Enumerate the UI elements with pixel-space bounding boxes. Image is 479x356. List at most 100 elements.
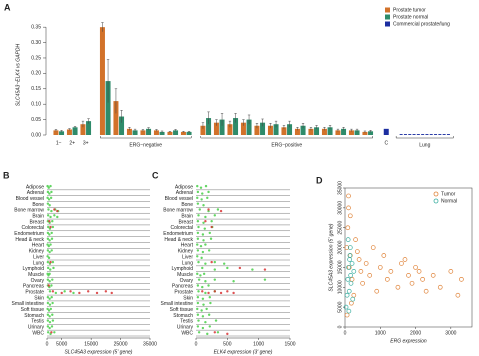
strip-point [50,190,53,194]
row-label: Colorectal [170,225,193,231]
row-label: Soft tissue [21,307,45,313]
row-label: Blood vessel [16,196,44,202]
strip-point [196,325,200,328]
strip-point [48,280,51,283]
row-label: Bone marrow [163,208,193,214]
strip-point [46,202,50,205]
strip-point [54,291,58,295]
strip-point [56,209,59,213]
strip-point [197,331,201,334]
strip-point [48,250,51,254]
scatter-point [348,273,353,278]
row-label: Breast [179,219,194,225]
scatter-point [345,225,351,231]
strip-point [204,291,207,295]
strip-point [201,233,205,236]
x-tick-label: 0 [46,341,49,347]
strip-point [49,196,53,200]
strip-point [226,332,229,336]
y-tick-label: 20000 [337,240,343,254]
strip-point [50,325,54,328]
row-label: Ovary [180,278,194,284]
scatter-point [347,257,352,262]
strip-point [46,319,50,322]
strip-point [204,184,208,188]
strip-point [46,196,49,200]
strip-point [196,184,199,188]
scatter-point [347,245,353,250]
strip-point [204,262,207,265]
strip-point [47,186,50,189]
bar [146,128,152,135]
strip-point [49,268,52,271]
row-label: Skin [34,295,44,301]
scatter-point [349,261,355,266]
row-label: Small intestine [160,301,193,307]
x-tick-label: 0 [195,341,198,347]
panel-label: D [316,175,323,185]
row-label: Liver [33,254,44,260]
row-label: Muscle [28,272,44,278]
scatter-point [351,292,357,298]
row-label: Blood vessel [165,196,193,202]
strip-point [197,214,200,217]
strip-point [199,244,203,248]
strip-point [208,231,211,235]
plot-frame [344,187,473,328]
legend-swatch [385,7,390,13]
strip-point [214,319,218,322]
scatter-point [346,288,352,294]
y-tick-label: 0 [337,325,343,328]
strip-point [48,192,51,195]
scatter-point [363,261,369,266]
bar [180,131,186,135]
strip-point [47,256,51,260]
row-label: Bone [181,202,193,208]
strip-point [207,249,211,252]
bar [438,134,442,135]
strip-point [208,296,211,299]
strip-point [48,233,51,236]
scatter-point [360,280,365,286]
strip-point [46,296,50,299]
bar [442,134,446,135]
scatter-point [448,269,454,274]
scatter-point [346,193,351,199]
x-tick-label: 2+ [69,140,75,146]
row-label: Muscle [177,272,193,278]
y-tick-label: 0.05 [31,117,41,123]
strip-point [196,243,199,246]
strip-point [223,262,226,265]
strip-point [56,215,59,219]
y-tick-label: 10000 [337,280,343,294]
strip-point [46,260,50,264]
group-bracket [395,136,454,139]
strip-point [202,303,205,306]
bar [254,125,260,135]
strip-point [53,208,56,211]
strip-point [46,313,50,316]
strip-point [226,266,229,270]
scatter-point [399,261,404,266]
bar [246,119,252,135]
strip-point [263,268,267,271]
bar [267,125,273,135]
x-tick-label: 1000 [375,330,386,336]
strip-point [52,266,55,270]
row-label: Skin [183,295,193,301]
strip-point [50,209,53,213]
row-label: Small intestine [11,301,44,307]
scatter-point [459,276,464,282]
row-label: Stomach [24,313,44,319]
strip-point [48,239,51,242]
y-tick-label: 15000 [337,260,343,274]
row-label: Adipose [175,184,193,190]
x-tick-label: 35000 [143,341,157,347]
scatter-point [402,257,408,262]
scatter-point [367,273,373,278]
x-tick-label: 1− [56,140,62,146]
scatter-point [420,276,425,282]
y-tick-label: 30000 [337,201,343,215]
strip-point [49,307,53,311]
bar [421,134,425,135]
